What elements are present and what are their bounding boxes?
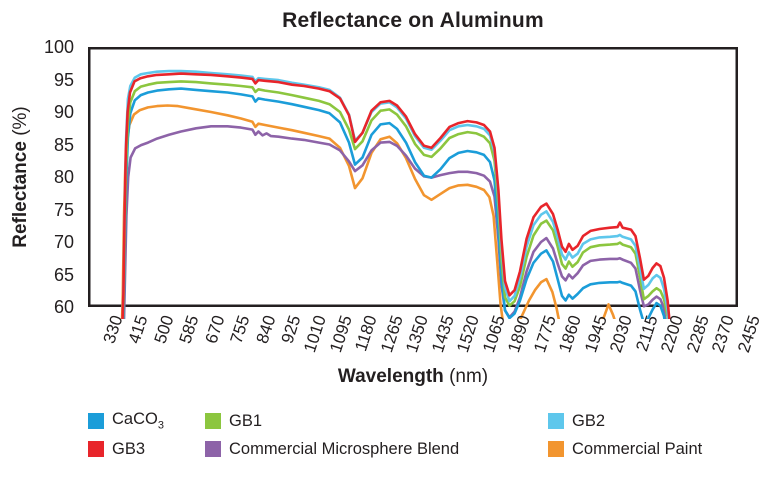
legend-item-gb2: GB2 bbox=[548, 412, 605, 430]
x-tick-label: 755 bbox=[226, 313, 254, 346]
x-axis-title-unit: (nm) bbox=[449, 366, 489, 387]
y-tick-label: 70 bbox=[53, 232, 74, 252]
y-tick-label: 95 bbox=[53, 69, 74, 90]
x-axis-title-text: Wavelength bbox=[337, 366, 444, 387]
legend-label-microsphere-blend: Commercial Microsphere Blend bbox=[229, 439, 460, 458]
legend-swatch-gb1 bbox=[205, 413, 221, 429]
legend-item-gb3: GB3 bbox=[88, 440, 145, 458]
x-tick-label: 670 bbox=[201, 313, 229, 346]
plot-border bbox=[88, 47, 738, 307]
chart-title: Reflectance on Aluminum bbox=[282, 9, 544, 32]
legend-label-gb2: GB2 bbox=[572, 411, 606, 430]
legend-label-gb1: GB1 bbox=[229, 411, 263, 430]
x-tick-label: 330 bbox=[99, 313, 127, 346]
legend-item-microsphere-blend: Commercial Microsphere Blend bbox=[205, 440, 459, 458]
legend-label-commercial-paint: Commercial Paint bbox=[572, 439, 703, 458]
legend-item-gb1: GB1 bbox=[205, 412, 262, 430]
x-axis-ticks: 330 415 500 585 670 755 840 925 1010 1095 1180 1265… bbox=[88, 313, 761, 373]
x-tick-label: 925 bbox=[277, 313, 305, 346]
y-tick-label: 65 bbox=[53, 264, 74, 285]
y-tick-label: 75 bbox=[53, 199, 74, 220]
plot-area bbox=[88, 47, 738, 319]
series-line-gb2 bbox=[121, 69, 670, 319]
y-axis-ticks: 100 95 90 85 80 75 70 65 60 bbox=[0, 37, 82, 319]
y-tick-label: 100 bbox=[43, 37, 74, 57]
x-tick-label: 585 bbox=[175, 313, 203, 346]
y-tick-label: 90 bbox=[53, 102, 74, 122]
legend-swatch-caco3 bbox=[88, 413, 104, 429]
series-line-gb3 bbox=[121, 72, 671, 319]
legend-label-subscript: 3 bbox=[157, 419, 164, 432]
legend-swatch-commercial-paint bbox=[548, 441, 564, 457]
x-axis-title: Wavelength (nm) bbox=[88, 366, 738, 388]
x-tick-label: 500 bbox=[150, 313, 178, 346]
y-tick-label: 60 bbox=[53, 297, 74, 317]
legend-item-caco3: CaCO3 bbox=[88, 410, 164, 432]
legend-label-caco3: CaCO3 bbox=[112, 410, 164, 432]
y-tick-label: 80 bbox=[53, 167, 74, 187]
series-line-microsphere-blend bbox=[122, 125, 667, 319]
series-line-commercial-paint bbox=[120, 104, 616, 319]
series-line-gb1 bbox=[121, 80, 670, 319]
x-tick-label: 840 bbox=[252, 313, 280, 346]
y-tick-label: 85 bbox=[53, 134, 74, 155]
legend-swatch-gb2 bbox=[548, 413, 564, 429]
legend-swatch-microsphere-blend bbox=[205, 441, 221, 457]
legend-label-gb3: GB3 bbox=[112, 439, 146, 458]
x-tick-label: 415 bbox=[124, 313, 152, 346]
series-line-caco3 bbox=[121, 87, 666, 319]
legend-swatch-gb3 bbox=[88, 441, 104, 457]
legend-item-commercial-paint: Commercial Paint bbox=[548, 440, 702, 458]
